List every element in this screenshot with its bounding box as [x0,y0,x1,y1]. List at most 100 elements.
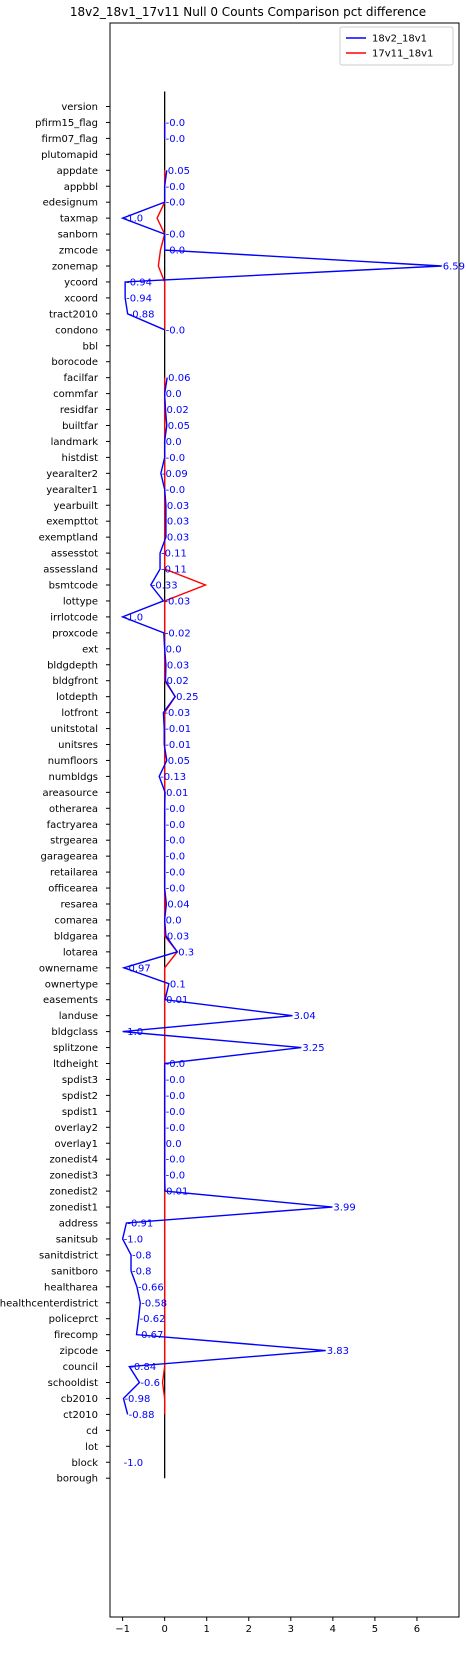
data-label-bldgdepth: 0.03 [167,660,189,671]
x-tick-label-0: −1 [115,1624,130,1635]
y-tick-label-zmcode: zmcode [59,246,98,257]
y-tick-label-zonemap: zonemap [52,262,98,273]
data-label-exemptland: 0.03 [167,533,189,544]
y-tick-label-yearalter1: yearalter1 [46,485,98,496]
data-label-cb2010: -0.98 [124,1394,150,1405]
data-label-easements: 0.01 [166,995,188,1006]
data-label-sanitdistrict: -0.8 [132,1250,152,1261]
data-label-sanitsub: -1.0 [124,1234,144,1245]
y-tick-label-address: address [59,1219,98,1230]
data-label-policeprct: -0.62 [140,1314,166,1325]
y-tick-label-zonedist3: zonedist3 [50,1171,98,1182]
y-tick-label-borocode: borocode [51,357,98,368]
y-tick-label-easements: easements [43,995,98,1006]
data-label-bldgfront: 0.02 [167,676,189,687]
plot-frame [109,22,460,1618]
y-tick-label-assessland: assessland [43,565,98,576]
data-label-comarea: 0.0 [166,915,182,926]
data-label-sanborn: -0.0 [166,230,186,241]
data-label-pfirm15-flag: -0.0 [166,118,186,129]
y-tick-label-lotdepth: lotdepth [56,692,98,703]
data-label-unitstotal: -0.01 [165,724,191,735]
y-tick-label-spdist3: spdist3 [62,1075,98,1086]
data-label-areasource: 0.01 [166,788,188,799]
data-label-numbldgs: -0.13 [160,772,186,783]
y-tick-label-bldgclass: bldgclass [51,1027,98,1038]
series-line-18v2-18v1-1 [120,170,442,331]
y-tick-label-builtfar: builtfar [62,421,99,432]
y-tick-label-assesstot: assesstot [51,549,98,560]
data-label-appbbl: -0.0 [166,182,186,193]
data-label-ext: 0.0 [166,644,182,655]
data-label-healthcenterdistrict: -0.58 [141,1298,167,1309]
y-tick-label-zonedist1: zonedist1 [50,1203,98,1214]
legend: 18v2_18v1 17v11_18v1 [339,26,454,66]
data-label-spdist2: -0.0 [166,1091,186,1102]
data-label-address: -0.91 [127,1219,153,1230]
y-tick-label-zonedist4: zonedist4 [50,1155,98,1166]
data-label-bldgclass: -1.0 [124,1027,144,1038]
data-label-proxcode: -0.02 [165,628,191,639]
data-label-garagearea: -0.0 [166,852,186,863]
y-tick-label-block: block [71,1458,98,1469]
y-tick-label-overlay1: overlay1 [55,1139,99,1150]
y-tick-label-tract2010: tract2010 [49,309,98,320]
data-label-commfar: 0.0 [166,389,182,400]
x-tick-label-2: 1 [204,1624,210,1635]
data-label-numfloors: 0.05 [168,756,190,767]
data-label-schooldist: -0.6 [140,1378,160,1389]
y-tick-label-facilfar: facilfar [64,373,99,384]
y-tick-label-spdist2: spdist2 [62,1091,98,1102]
data-label-spdist3: -0.0 [166,1075,186,1086]
y-tick-label-areasource: areasource [42,788,98,799]
data-label-appdate: 0.05 [168,166,190,177]
y-tick-label-cb2010: cb2010 [61,1394,98,1405]
x-tick-label-7: 6 [414,1624,420,1635]
y-tick-label-otherarea: otherarea [49,804,98,815]
data-label-lotarea: 0.3 [178,947,194,958]
y-tick-label-schooldist: schooldist [48,1378,98,1389]
data-label-otherarea: -0.0 [166,804,186,815]
data-label-zonedist2: 0.01 [166,1187,188,1198]
data-label-assessland: -0.11 [161,565,187,576]
data-label-histdist: -0.0 [166,453,186,464]
data-label-ownername: -0.97 [125,963,151,974]
data-label-lotfront: -0.03 [164,708,190,719]
data-label-ycoord: -0.94 [126,277,152,288]
y-tick-label-council: council [63,1362,98,1373]
legend-label-18v2-18v1: 18v2_18v1 [372,34,427,45]
data-label-overlay1: 0.0 [166,1139,182,1150]
data-label-xcoord: -0.94 [126,293,152,304]
y-tick-label-sanitsub: sanitsub [56,1234,98,1245]
y-tick-label-ownername: ownername [39,963,98,974]
y-tick-label-histdist: histdist [61,453,98,464]
y-tick-label-ct2010: ct2010 [63,1410,98,1421]
y-tick-label-landmark: landmark [51,437,99,448]
y-tick-label-overlay2: overlay2 [55,1123,99,1134]
data-label-zonemap: 6.59 [443,262,465,273]
data-label-exempttot: 0.03 [167,517,189,528]
data-label-spdist1: -0.0 [166,1107,186,1118]
data-label-taxmap: -1.0 [124,214,144,225]
y-tick-label-sanitdistrict: sanitdistrict [39,1250,98,1261]
y-tick-label-edesignum: edesignum [43,198,98,209]
y-tick-label-zipcode: zipcode [60,1346,99,1357]
data-label-factryarea: -0.0 [166,820,186,831]
y-tick-label-bbl: bbl [83,341,98,352]
data-label-residfar: 0.02 [167,405,189,416]
y-tick-label-commfar: commfar [53,389,99,400]
y-tick-label-ycoord: ycoord [64,277,98,288]
y-tick-label-unitsres: unitsres [58,740,98,751]
y-tick-label-comarea: comarea [54,915,98,926]
y-tick-label-factryarea: factryarea [47,820,98,831]
y-tick-label-sanitboro: sanitboro [51,1266,98,1277]
data-label-bldgarea: 0.03 [167,931,189,942]
y-tick-label-lot: lot [85,1442,98,1453]
y-tick-label-healthcenterdistrict: healthcenterdistrict [0,1298,98,1309]
data-label-assesstot: -0.11 [161,549,187,560]
data-label-resarea: 0.04 [167,900,189,911]
y-tick-label-spdist1: spdist1 [62,1107,98,1118]
data-label-block: -1.0 [124,1458,144,1469]
data-label-yearalter2: -0.09 [162,469,188,480]
